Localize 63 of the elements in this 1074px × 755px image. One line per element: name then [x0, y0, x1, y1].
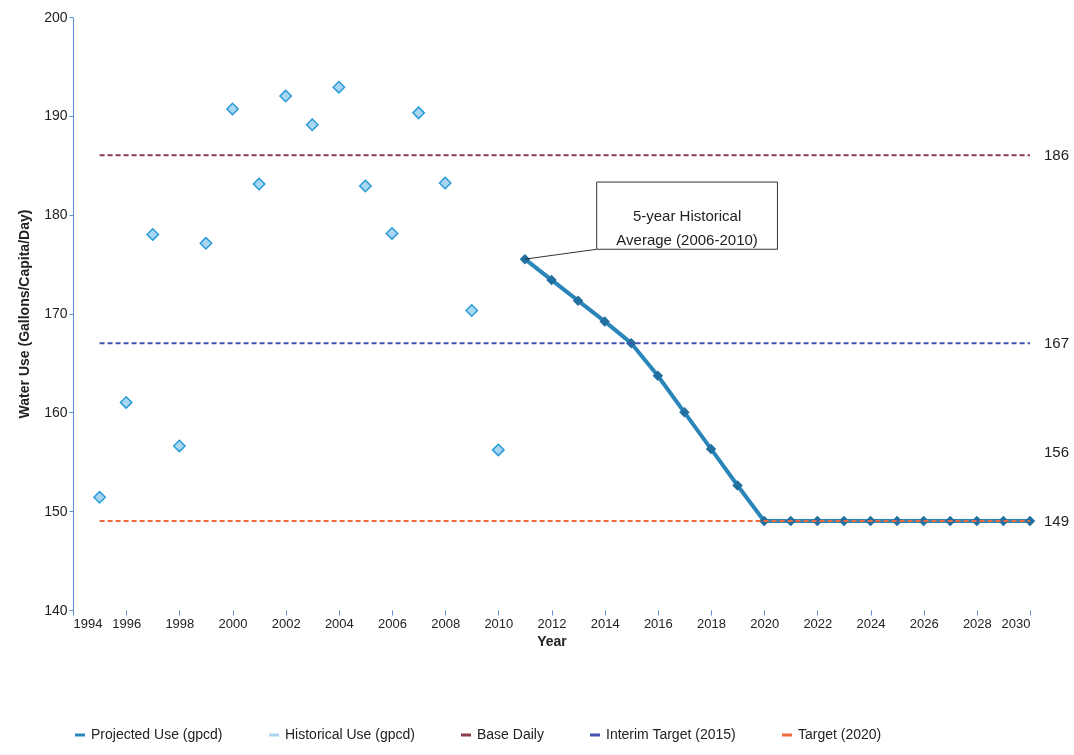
- point: [252, 177, 266, 191]
- point: [226, 102, 239, 116]
- point: [652, 370, 664, 382]
- legend-label: Base Daily: [477, 726, 544, 742]
- x-axis-title: Year: [537, 632, 568, 649]
- point: [385, 226, 399, 240]
- x-tick-label: 2002: [271, 615, 301, 631]
- legend-label: Projected Use (gpcd): [91, 726, 223, 742]
- legend-label: Historical Use (gpcd): [285, 726, 415, 742]
- point: [599, 316, 610, 327]
- legend-label: Target (2020): [798, 726, 882, 742]
- text: 167: [1044, 334, 1070, 352]
- x-tick-label: 2022: [803, 615, 833, 631]
- y-tick-label: 190: [44, 107, 68, 124]
- point: [705, 443, 717, 455]
- point: [358, 179, 372, 193]
- annotation: 5-year Historical Average (2006-2010): [616, 206, 758, 248]
- point: [491, 443, 505, 457]
- y-tick-label: 160: [44, 403, 68, 420]
- x-tick-label: 2000: [218, 615, 248, 631]
- point: [146, 227, 160, 241]
- legend-label: Interim Target (2015): [606, 726, 736, 742]
- point: [546, 274, 557, 286]
- text: 186: [1044, 146, 1070, 164]
- x-tick-label: 1998: [165, 615, 195, 631]
- point: [332, 80, 346, 94]
- point: [199, 236, 213, 250]
- y-tick-label: 170: [44, 305, 68, 321]
- x-tick-label: 2004: [324, 615, 354, 631]
- x-tick-label: 2020: [750, 615, 780, 631]
- text: 156: [1044, 442, 1070, 460]
- point: [465, 304, 479, 317]
- point: [279, 89, 293, 103]
- y-tick-label: 140: [44, 601, 68, 618]
- x-tick-label: 2028: [962, 615, 992, 631]
- x-tick-label: 2024: [856, 615, 886, 631]
- text: 149: [1044, 512, 1070, 530]
- y-tick-label: 150: [44, 502, 68, 519]
- point: [732, 480, 743, 491]
- y-tick-label: 180: [44, 206, 68, 223]
- y-axis-title: Water Use (Gallons/Capita/Day): [16, 209, 33, 419]
- point: [1024, 515, 1036, 527]
- x-tick-label: 2026: [909, 615, 939, 631]
- x-tick-label: 2008: [431, 615, 461, 631]
- x-tick-label: 1996: [112, 615, 142, 631]
- point: [438, 176, 452, 190]
- point: [172, 439, 186, 453]
- x-tick-label: 2030: [1001, 615, 1031, 631]
- x-tick-label: 1994: [73, 615, 103, 631]
- x-tick-label: 2012: [537, 615, 567, 631]
- point: [305, 118, 319, 132]
- point: [679, 407, 690, 418]
- point: [93, 490, 107, 504]
- x-tick-label: 2006: [378, 615, 407, 631]
- point: [119, 396, 133, 409]
- x-tick-label: 2018: [697, 615, 726, 631]
- point: [519, 253, 531, 265]
- x-tick-label: 2010: [484, 615, 514, 631]
- x-tick-label: 2014: [590, 615, 620, 631]
- point: [572, 295, 584, 306]
- y-tick-label: 200: [44, 8, 68, 25]
- x-tick-label: 2016: [643, 615, 673, 631]
- point: [412, 106, 426, 120]
